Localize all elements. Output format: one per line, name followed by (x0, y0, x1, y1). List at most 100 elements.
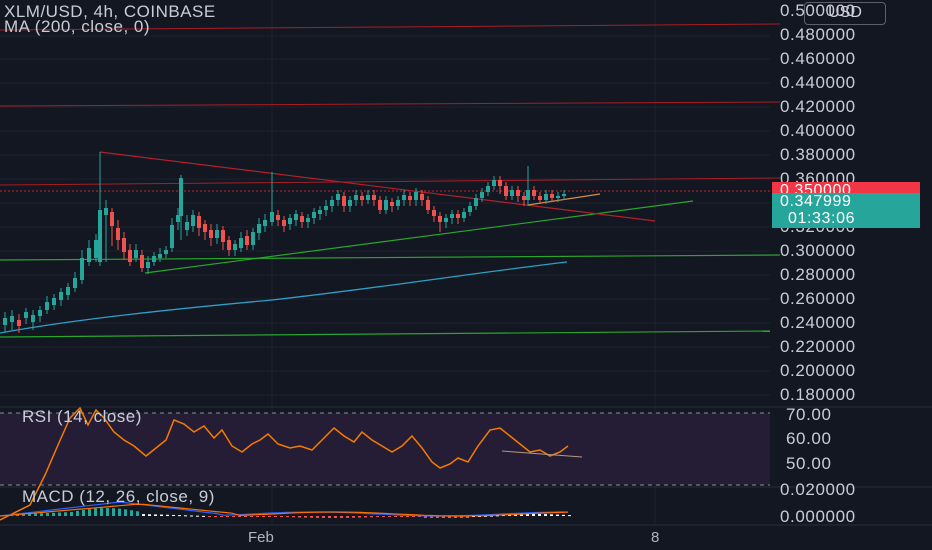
symbol-title[interactable]: XLM/USD, 4h, COINBASE (4, 2, 216, 21)
red-descending-trendline[interactable] (99, 151, 656, 222)
candle-body (128, 250, 132, 262)
candle-body (510, 190, 514, 196)
macd-title[interactable]: MACD (12, 26, close, 9) (22, 487, 215, 506)
macd-histogram-bar (346, 516, 349, 518)
candle-body (239, 238, 243, 248)
candle-body (526, 190, 530, 200)
candle-body (179, 178, 183, 216)
price-axis-label: 0.440000 (780, 73, 856, 92)
candle-body (550, 194, 554, 198)
candle-body (227, 240, 231, 250)
macd-histogram-bar (502, 515, 505, 517)
candle-body (544, 194, 548, 200)
candle-body (480, 192, 484, 198)
macd-histogram-bar (286, 516, 289, 518)
candle-body (498, 180, 502, 186)
macd-histogram-bar (22, 514, 25, 516)
candle-body (474, 198, 478, 206)
macd-histogram-bar (424, 516, 427, 518)
currency-button[interactable]: USD (804, 2, 886, 25)
candle-body (312, 212, 316, 218)
candle-body (432, 210, 436, 216)
candle-body (324, 206, 328, 210)
macd-histogram-bar (334, 516, 337, 518)
last-price-tag[interactable]: 0.347999 (772, 193, 920, 211)
red-level-top (0, 23, 781, 31)
time-label-8: 8 (651, 529, 660, 546)
candle-body (24, 312, 28, 318)
macd-signal-line[interactable] (0, 503, 569, 517)
macd-histogram-bar (556, 514, 559, 516)
price-axis-label: 0.220000 (780, 337, 856, 356)
macd-histogram-bar (304, 516, 307, 518)
candle-body (492, 180, 496, 186)
macd-histogram-bar (394, 516, 397, 517)
candle-body (80, 258, 84, 280)
candle-body (408, 196, 412, 200)
macd-histogram-bar (130, 510, 133, 516)
candle-body (450, 214, 454, 218)
candle-body (176, 215, 180, 222)
macd-histogram-bar (340, 516, 343, 518)
candle-body (170, 225, 174, 248)
macd-histogram-bar (316, 516, 319, 518)
candle-body (257, 224, 261, 233)
candle-body (251, 232, 255, 245)
red-level-042 (0, 101, 781, 107)
candle-body (294, 214, 298, 220)
macd-histogram-bar (328, 516, 331, 518)
macd-histogram-bar (292, 516, 295, 518)
macd-histogram-bar (496, 515, 499, 517)
green-rising-trendline (144, 200, 694, 274)
bar-countdown-tag: 01:33:06 (772, 210, 920, 228)
candle-body (31, 315, 35, 322)
macd-histogram-bar (448, 516, 451, 518)
macd-histogram-bar (34, 513, 37, 516)
candlestick-series[interactable] (3, 152, 566, 333)
macd-histogram-bar (46, 513, 49, 516)
macd-histogram-bar (100, 508, 103, 516)
macd-histogram-bar (370, 516, 373, 518)
candle-body (348, 200, 352, 206)
price-axis-label: 0.400000 (780, 121, 856, 140)
macd-histogram-bar (388, 516, 391, 517)
red-level-036 (0, 177, 781, 186)
indicator-title-ma[interactable]: MA (200, close, 0) (4, 17, 151, 36)
macd-histogram-bar (550, 514, 553, 516)
candle-body (462, 212, 466, 218)
macd-histogram-bar (418, 516, 421, 517)
macd-histogram-bar (478, 515, 481, 517)
candle-body (372, 195, 376, 200)
candle-body (360, 196, 364, 200)
macd-histogram-bar (226, 516, 229, 517)
candle-body (59, 292, 63, 300)
macd-histogram-bar (64, 512, 67, 516)
horizontal-levels-red[interactable] (0, 23, 781, 192)
macd-histogram-bar (190, 515, 193, 517)
macd-histogram-bar (268, 516, 271, 517)
macd-histogram-bar (82, 509, 85, 516)
macd-histogram-bar (256, 516, 259, 517)
candle-body (203, 224, 207, 232)
price-axis-label: 0.460000 (780, 49, 856, 68)
macd-histogram-bar (352, 516, 355, 518)
macd-histogram-bar (490, 515, 493, 517)
macd-histogram-bar (364, 516, 367, 518)
price-axis-label: 0.300000 (780, 241, 856, 260)
candle-body (116, 228, 120, 240)
candle-body (538, 196, 542, 200)
candle-body (366, 195, 370, 200)
macd-histogram-bar (244, 516, 247, 517)
ma-200-line[interactable] (0, 261, 568, 334)
macd-histogram-bar (136, 511, 139, 516)
rsi-line[interactable] (0, 406, 569, 521)
macd-histogram-bar (412, 516, 415, 517)
macd-histogram-bar (94, 508, 97, 516)
candle-body (98, 210, 102, 262)
candle-body (390, 202, 394, 206)
candle-body (94, 240, 98, 258)
rsi-divergence-line[interactable] (501, 450, 583, 458)
candle-body (233, 244, 237, 250)
rsi-title[interactable]: RSI (14, close) (22, 407, 142, 426)
